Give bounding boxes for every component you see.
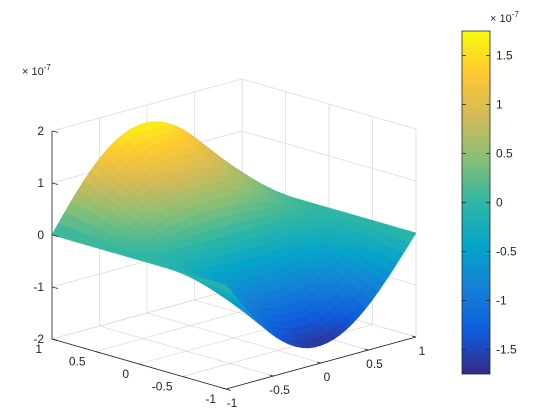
z-tick <box>51 130 59 133</box>
x-tick <box>411 335 417 338</box>
y-tick <box>138 363 145 366</box>
colorbar: × 10-7 -1.5 -1 -0.5 0 0.5 1 1.5 <box>461 10 519 375</box>
colorbar-tick-label: 0.5 <box>496 147 513 161</box>
z-tick <box>51 234 59 237</box>
z-tick <box>51 182 59 185</box>
colorbar-tick-label: 1.5 <box>496 49 513 63</box>
colorbar-tick-label: -1.5 <box>496 343 517 357</box>
y-tick <box>95 351 101 354</box>
wall-grid-line <box>241 130 417 182</box>
surface-patch <box>219 282 234 294</box>
colorbar-tick-label: -0.5 <box>496 245 517 259</box>
y-tick <box>182 376 188 379</box>
x-tick-label: -0.5 <box>269 383 290 397</box>
x-tick-label: -1 <box>227 396 238 410</box>
z-tick-label: -2 <box>33 332 44 346</box>
colorbar-tick-label: 1 <box>496 98 503 112</box>
y-tick-label: -0.5 <box>152 380 173 394</box>
z-tick <box>51 286 59 289</box>
wall-grid-line <box>241 78 417 130</box>
x-tick <box>221 387 227 390</box>
z-tick-label: 1 <box>37 176 44 190</box>
colorbar-tick-label: -1 <box>496 294 507 308</box>
surface-mesh <box>51 121 417 349</box>
wall-grid-line <box>51 78 243 132</box>
y-tick-label: -1 <box>205 392 216 406</box>
colorbar-tick-label: 0 <box>496 196 503 210</box>
x-tick <box>364 348 369 351</box>
x-tick-label: 0.5 <box>366 357 383 371</box>
axes: -2 -1 0 1 2 1 0.5 0 -0.5 -1 -1 -0.5 0 0.5 1 <box>33 124 425 410</box>
y-tick-label: 0 <box>122 367 129 381</box>
colorbar-gradient <box>461 30 491 375</box>
y-tick <box>51 338 58 341</box>
z-tick-label: 2 <box>37 124 44 138</box>
z-tick-label: 0 <box>37 228 44 242</box>
x-tick <box>316 361 322 364</box>
wall-grid-line <box>51 286 243 340</box>
z-tick-label: -1 <box>33 280 44 294</box>
x-tick-label: 1 <box>419 344 426 358</box>
y-tick-label: 0.5 <box>69 355 86 369</box>
y-tick-label: 1 <box>35 342 42 356</box>
z-axis-multiplier: × 10-7 <box>22 63 51 78</box>
x-tick <box>269 374 274 377</box>
y-tick <box>225 388 232 391</box>
colorbar-multiplier: × 10-7 <box>490 10 519 25</box>
x-tick-label: 0 <box>324 370 331 384</box>
